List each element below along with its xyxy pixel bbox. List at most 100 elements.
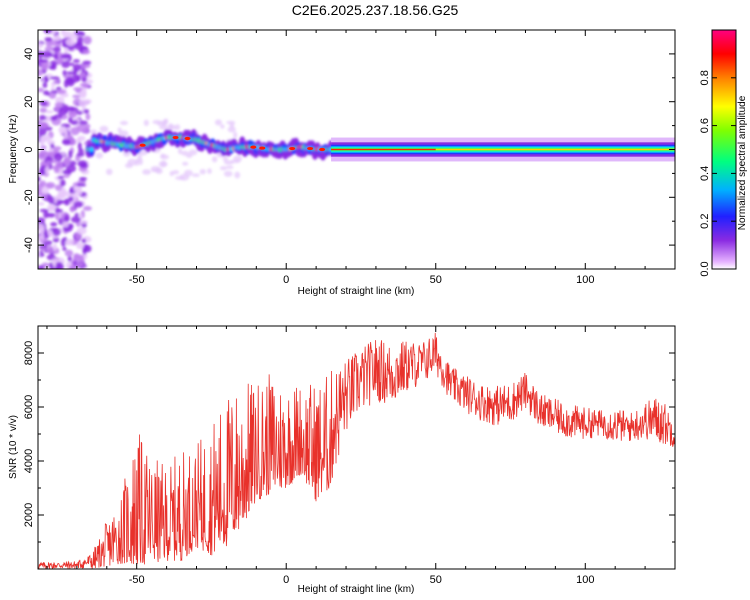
noise-blob — [81, 128, 90, 134]
halo-blob — [123, 150, 131, 157]
noise-blob — [64, 198, 70, 206]
noise-blob — [41, 50, 52, 59]
noise-blob — [74, 42, 84, 51]
noise-blob — [68, 265, 77, 269]
noise-blob — [55, 86, 62, 91]
noise-blob — [55, 96, 65, 104]
halo-blob — [167, 125, 177, 130]
halo-blob — [220, 124, 225, 129]
noise-blob — [38, 121, 49, 130]
spectrogram-marks — [38, 30, 675, 269]
halo-blob — [179, 173, 190, 181]
noise-blob — [69, 205, 75, 213]
noise-blob — [61, 187, 66, 194]
halo-blob — [174, 124, 181, 131]
snr-series-line — [38, 332, 675, 569]
halo-blob — [142, 169, 152, 175]
halo-blob — [119, 120, 129, 126]
spectrogram-ytick-label: 40 — [23, 48, 35, 60]
figure-title: C2E6.2025.237.18.56.G25 — [292, 2, 459, 18]
noise-blob — [60, 238, 67, 247]
noise-blob — [74, 263, 85, 267]
halo-blob — [223, 160, 234, 165]
noise-blob — [48, 92, 57, 99]
spectrogram-ytick-label: 0 — [23, 146, 35, 152]
noise-blob — [38, 42, 44, 49]
noise-blob — [70, 120, 79, 126]
noise-blob — [50, 222, 58, 227]
noise-blob — [78, 99, 88, 107]
halo-blob — [233, 155, 243, 162]
noise-blob — [62, 169, 72, 175]
halo-blob — [99, 125, 109, 133]
noise-blob — [69, 107, 75, 112]
snr-ytick-label: 4000 — [23, 449, 35, 473]
noise-blob — [40, 232, 45, 241]
noise-blob — [46, 161, 51, 165]
colorbar-axes: 0.0 0.2 0.4 0.6 0.8 — [699, 29, 737, 277]
noise-blob — [40, 145, 47, 150]
track-peak — [307, 146, 314, 151]
noise-blob — [77, 135, 86, 142]
snr-ylabel: SNR (10 * v/v) — [8, 415, 19, 479]
halo-blob — [234, 171, 241, 179]
noise-blob — [38, 69, 43, 77]
noise-blob — [48, 262, 54, 268]
noise-blob — [38, 50, 44, 59]
noise-blob — [44, 166, 50, 175]
noise-blob — [41, 186, 50, 195]
noise-blob — [53, 79, 60, 85]
halo-blob — [225, 165, 234, 169]
spectrogram-xlabel: Height of straight line (km) — [298, 286, 415, 297]
noise-blob — [79, 72, 86, 78]
spectrogram-xtick-label: 0 — [283, 274, 289, 286]
halo-blob — [160, 160, 167, 168]
noise-blob — [43, 30, 53, 34]
noise-blob — [49, 76, 60, 80]
halo-blob — [219, 166, 228, 171]
noise-blob — [85, 124, 91, 129]
noise-blob — [85, 113, 91, 121]
spectrogram-axes: -50 0 50 100 -40 -20 0 20 40 — [23, 29, 676, 286]
snr-xtick-label: 0 — [283, 574, 289, 586]
noise-blob — [53, 52, 59, 61]
noise-blob — [39, 227, 45, 235]
noise-blob — [76, 183, 87, 187]
colorbar-tick-label: 0.4 — [699, 166, 711, 181]
spectrogram-ytick-label: 20 — [23, 96, 35, 108]
colorbar-gradient — [712, 30, 736, 269]
spectrogram-xtick-label: 50 — [430, 274, 442, 286]
noise-blob — [56, 199, 66, 204]
noise-blob — [50, 116, 58, 121]
snr-panel: -50 0 50 100 2000 4000 6000 8000 Height of stra… — [8, 325, 676, 595]
noise-blob — [38, 115, 47, 121]
halo-blob — [191, 173, 200, 178]
noise-blob — [76, 227, 87, 235]
halo-blob — [119, 130, 129, 138]
track-peak — [319, 147, 326, 152]
noise-blob — [49, 147, 54, 152]
halo-blob — [199, 168, 206, 175]
spectrogram-panel: -50 0 50 100 -40 -20 0 20 40 Height of straight … — [8, 29, 676, 297]
track-peak — [250, 145, 257, 149]
noise-blob — [72, 94, 81, 99]
noise-blob — [72, 63, 81, 72]
noise-blob — [43, 211, 49, 219]
snr-marks — [38, 332, 675, 569]
halo-blob — [222, 156, 229, 162]
noise-blob — [81, 76, 87, 82]
noise-blob — [43, 64, 49, 69]
noise-blob — [54, 184, 63, 192]
colorbar-label: Normalized spectral amplitude — [737, 95, 748, 230]
noise-blob — [83, 109, 90, 114]
noise-blob — [78, 120, 88, 126]
colorbar-tick-label: 0.2 — [699, 214, 711, 229]
noise-blob — [38, 152, 47, 160]
halo-blob — [127, 158, 137, 166]
noise-blob — [57, 162, 63, 169]
noise-blob — [52, 243, 57, 251]
halo-blob — [172, 170, 180, 175]
halo-blob — [143, 119, 149, 127]
track-peak — [184, 136, 191, 141]
noise-blob — [68, 111, 77, 116]
